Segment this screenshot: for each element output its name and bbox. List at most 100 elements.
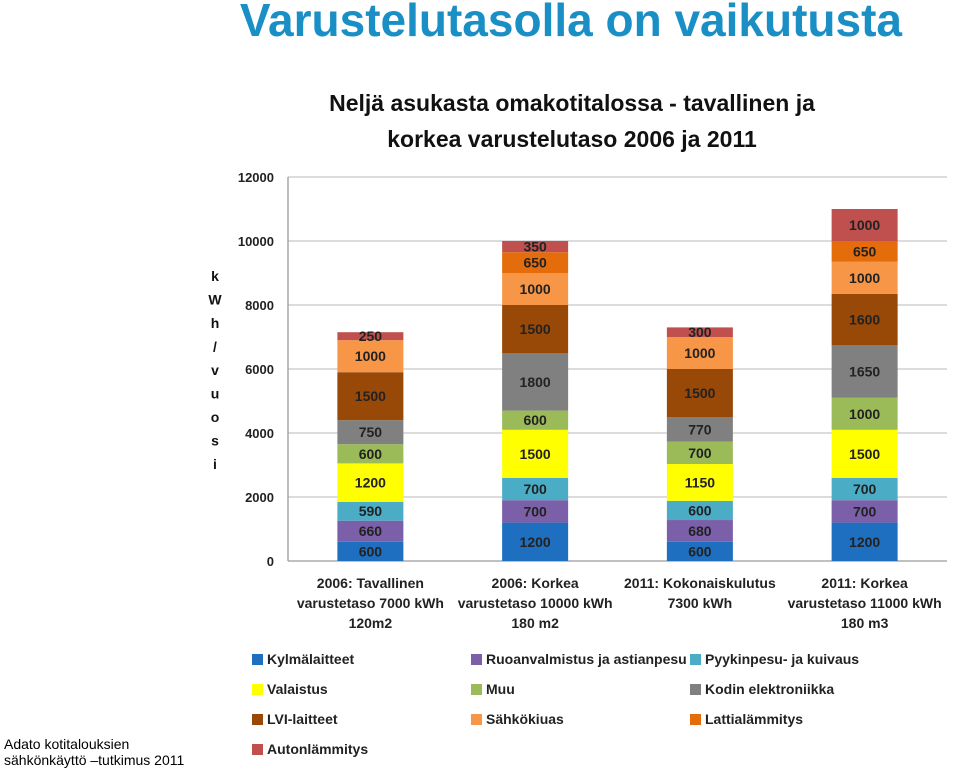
data-label: 600: [688, 543, 712, 559]
bar-segment: [666, 327, 733, 337]
bar-segment: [337, 340, 404, 373]
y-axis-label-letter: o: [211, 409, 220, 425]
legend-label: LVI-laitteet: [267, 711, 338, 727]
legend-label: Sähkökiuas: [486, 711, 564, 727]
data-label: 1500: [355, 388, 386, 404]
legend-swatch: [252, 654, 263, 665]
bar-segment: [502, 353, 569, 411]
y-axis-label-letter: h: [211, 315, 220, 331]
y-axis-label-letter: v: [211, 362, 219, 378]
data-label: 1650: [849, 363, 880, 379]
bar-segment: [831, 500, 898, 523]
data-label: 250: [359, 328, 383, 344]
bar-segment: [831, 397, 898, 430]
bar-segment: [831, 261, 898, 294]
bar-segment: [337, 372, 404, 421]
legend-swatch: [471, 654, 482, 665]
x-tick-label: varustetaso 10000 kWh: [458, 595, 613, 611]
data-label: 650: [853, 243, 877, 259]
x-tick-label: 7300 kWh: [668, 595, 733, 611]
data-label: 1800: [520, 374, 551, 390]
bar-segment: [831, 241, 898, 262]
bar-segment: [337, 420, 404, 445]
legend-label: Kodin elektroniikka: [705, 681, 834, 697]
bar-segment: [502, 273, 569, 305]
y-tick-label: 0: [267, 554, 274, 569]
legend-label: Muu: [486, 681, 515, 697]
bar-segment: [337, 501, 404, 521]
data-label: 1150: [685, 474, 716, 490]
bar-segment: [831, 209, 898, 241]
x-tick-label: 2006: Tavallinen: [317, 575, 424, 591]
x-tick-label: 2006: Korkea: [492, 575, 579, 591]
data-label: 1200: [520, 534, 551, 550]
x-tick-label: 180 m3: [841, 615, 889, 631]
bar-segment: [502, 241, 569, 253]
bar-segment: [831, 429, 898, 478]
legend-swatch: [471, 684, 482, 695]
y-axis-label-letter: k: [211, 268, 219, 284]
data-label: 590: [359, 503, 383, 519]
y-tick-label: 6000: [245, 362, 274, 377]
chart-title-line-1: Neljä asukasta omakotitalossa - tavallin…: [329, 90, 815, 116]
data-label: 700: [688, 445, 712, 461]
bar-segment: [337, 332, 404, 341]
bar-segment: [666, 500, 733, 521]
y-tick-label: 10000: [238, 234, 274, 249]
y-axis-label-letter: u: [211, 386, 220, 402]
data-label: 660: [359, 523, 383, 539]
bar-segment: [502, 429, 569, 478]
data-label: 1600: [849, 311, 880, 327]
x-tick-label: 2011: Kokonaiskulutus: [624, 575, 776, 591]
data-label: 1000: [684, 345, 715, 361]
data-label: 700: [853, 481, 877, 497]
y-axis-label-letter: s: [211, 433, 219, 449]
bar-segment: [337, 541, 404, 561]
x-tick-label: varustetaso 7000 kWh: [297, 595, 444, 611]
x-tick-label: varustetaso 11000 kWh: [788, 595, 942, 611]
bar-segment: [666, 464, 733, 501]
bar-segment: [337, 444, 404, 464]
data-label: 600: [523, 412, 547, 428]
source-note: Adato kotitalouksien sähkönkäyttö –tutki…: [4, 736, 234, 768]
bar-segment: [502, 252, 569, 273]
legend-label: Autonlämmitys: [267, 741, 368, 757]
legend-swatch: [252, 714, 263, 725]
legend-label: Kylmälaitteet: [267, 651, 354, 667]
y-axis-label-letter: W: [208, 292, 222, 308]
y-tick-label: 2000: [245, 490, 274, 505]
chart-title-line-2: korkea varustelutaso 2006 ja 2011: [387, 126, 757, 152]
legend-swatch: [690, 684, 701, 695]
bar-segment: [502, 305, 569, 353]
bar-segment: [337, 463, 404, 502]
y-axis-label-letter: i: [213, 456, 217, 472]
data-label: 750: [359, 424, 383, 440]
data-label: 770: [688, 421, 712, 437]
bar-segment: [831, 477, 898, 501]
data-label: 680: [688, 523, 712, 539]
data-label: 1000: [355, 348, 386, 364]
bar-segment: [666, 417, 733, 442]
y-tick-label: 8000: [245, 298, 274, 313]
data-label: 1500: [520, 321, 551, 337]
x-tick-label: 120m2: [349, 615, 393, 631]
data-label: 1200: [849, 534, 880, 550]
legend-label: Valaistus: [267, 681, 328, 697]
data-label: 1000: [849, 217, 880, 233]
bar-segment: [831, 522, 898, 561]
x-tick-label: 2011: Korkea: [821, 575, 908, 591]
data-label: 600: [359, 446, 383, 462]
data-label: 1000: [520, 281, 551, 297]
bar-segment: [502, 477, 569, 501]
data-label: 1000: [849, 270, 880, 286]
source-note-line-1: Adato kotitalouksien: [4, 736, 130, 752]
y-axis-label-letter: /: [213, 339, 217, 355]
legend-swatch: [690, 714, 701, 725]
bar-segment: [666, 441, 733, 465]
bar-segment: [666, 541, 733, 561]
legend-swatch: [252, 744, 263, 755]
legend-swatch: [690, 654, 701, 665]
data-label: 700: [853, 503, 877, 519]
data-label: 600: [688, 502, 712, 518]
bar-segment: [502, 500, 569, 523]
